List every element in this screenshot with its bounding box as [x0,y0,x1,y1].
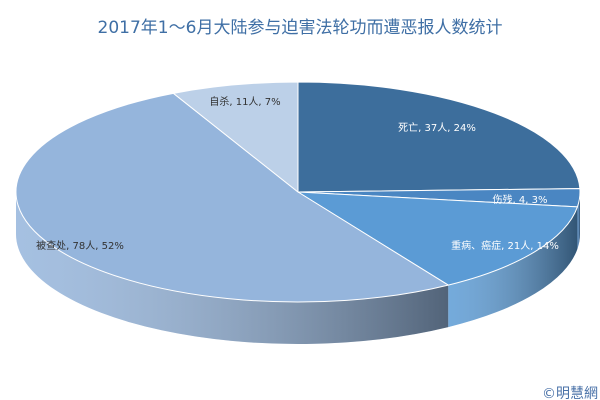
side-shade [16,192,449,344]
slice [297,191,579,286]
data-label: 被查处, 78人, 52% [36,239,124,252]
data-label: 伤残, 4, 3% [493,193,548,206]
side-shade [448,206,578,328]
slice [172,81,299,194]
pie: 死亡, 37人, 24% 伤残, 4, 3% 重病、癌症, 21人, 14% 被查处,… [15,81,581,344]
watermark: ©明慧網 [542,386,598,400]
data-label: 死亡, 37人, 24% [398,121,476,134]
slice [297,81,581,193]
chart-title: 2017年1～6月大陆参与迫害法轮功而遭恶报人数统计 [98,18,503,38]
slice [15,92,450,303]
data-label: 重病、癌症, 21人, 14% [451,239,559,252]
data-label: 自杀, 11人, 7% [209,95,280,108]
